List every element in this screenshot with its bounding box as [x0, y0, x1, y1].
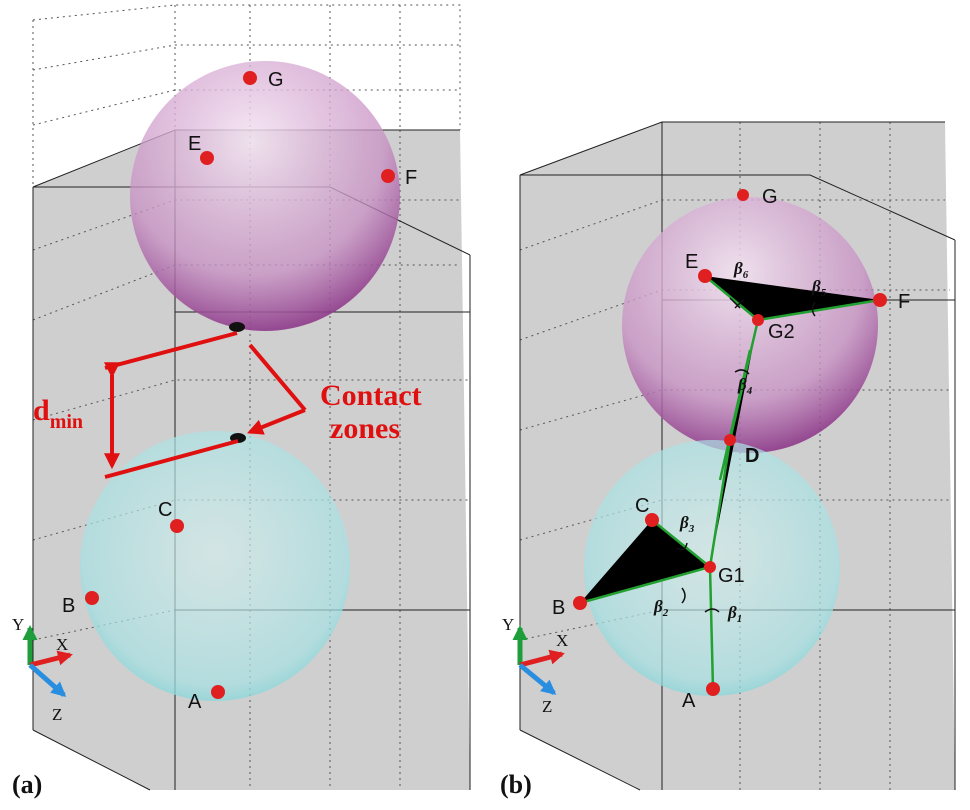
point: [737, 189, 749, 201]
center: [704, 561, 716, 573]
point-label: D: [745, 445, 759, 467]
center-label: G1: [718, 565, 745, 587]
point: [85, 591, 99, 605]
point: [873, 293, 887, 307]
point: [706, 682, 720, 696]
axis-label: Y: [12, 615, 24, 634]
annotation: Contact: [320, 379, 422, 412]
panel-label: (b): [500, 770, 532, 799]
point-label: C: [158, 499, 172, 521]
point-label: F: [898, 291, 910, 313]
point-label: C: [635, 495, 649, 517]
panel-b: G E F D C B A G2 G1 β1 β2 β3 β4 β5 β6 Y …: [500, 122, 955, 799]
point: [381, 169, 395, 183]
point-label: A: [682, 690, 696, 712]
axis-label: X: [56, 635, 68, 654]
point: [170, 519, 184, 533]
point: [724, 434, 736, 446]
point: [200, 151, 214, 165]
axis-label: X: [556, 631, 568, 650]
sphere-upper: [130, 61, 400, 331]
panel-label: (a): [12, 770, 42, 799]
figure: dmin Contact zones G E F C B A Y X Z (a)…: [0, 0, 970, 805]
point-label: G: [762, 186, 778, 208]
axis-label: Y: [502, 615, 514, 634]
point-label: E: [685, 251, 698, 273]
point-label: G: [268, 69, 284, 91]
point-label: B: [62, 595, 75, 617]
axis-label: Z: [542, 697, 552, 716]
axis-label: Z: [52, 705, 62, 724]
sphere-upper: [622, 197, 878, 453]
point: [698, 269, 712, 283]
point-label: E: [188, 133, 201, 155]
point: [573, 596, 587, 610]
center: [752, 314, 764, 326]
point-label: B: [552, 597, 565, 619]
point-label: A: [188, 691, 202, 713]
point-label: F: [405, 167, 417, 189]
point: [243, 71, 257, 85]
center-label: G2: [768, 321, 795, 343]
point: [211, 685, 225, 699]
panel-a: dmin Contact zones G E F C B A Y X Z (a): [12, 5, 470, 799]
annotation: zones: [330, 412, 400, 445]
contact-zone: [229, 322, 245, 332]
